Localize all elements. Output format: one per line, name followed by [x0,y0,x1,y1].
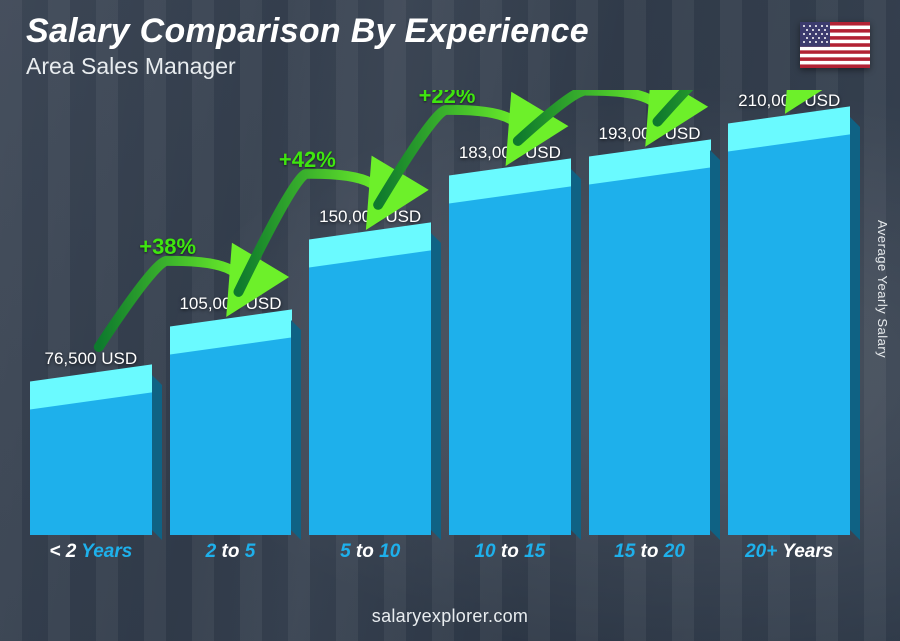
bar-value-label: 76,500 USD [0,349,188,369]
bar-rect [30,387,152,535]
x-axis-label: 2 to 5 [170,541,292,563]
x-axis-label: 10 to 15 [449,541,571,563]
x-axis-label: < 2 Years [30,541,152,563]
footer-source: salaryexplorer.com [0,606,900,627]
bar-rect [449,181,571,535]
bar-value-label: 105,000 USD [133,294,328,314]
bar-value-label: 193,000 USD [552,124,747,144]
bar: 76,500 USD [30,387,152,535]
page-title: Salary Comparison By Experience [26,12,589,51]
x-axis-label: 15 to 20 [589,541,711,563]
y-axis-label: Average Yearly Salary [875,220,890,358]
us-flag-icon [800,22,870,68]
salary-chart: 76,500 USD105,000 USD150,000 USD183,000 … [30,90,850,563]
bar-rect [309,245,431,535]
bar: 210,000 USD [728,129,850,535]
bar: 105,000 USD [170,332,292,535]
bar-value-label: 210,000 USD [692,91,887,111]
bar: 183,000 USD [449,181,571,535]
bar: 193,000 USD [589,162,711,535]
x-axis-label: 5 to 10 [309,541,431,563]
header: Salary Comparison By Experience Area Sal… [26,12,589,80]
bar-rect [728,129,850,535]
bar: 150,000 USD [309,245,431,535]
bar-rect [589,162,711,535]
bar-rect [170,332,292,535]
page-subtitle: Area Sales Manager [26,53,589,80]
bar-value-label: 183,000 USD [413,143,608,163]
bar-value-label: 150,000 USD [273,207,468,227]
x-axis-label: 20+ Years [728,541,850,563]
